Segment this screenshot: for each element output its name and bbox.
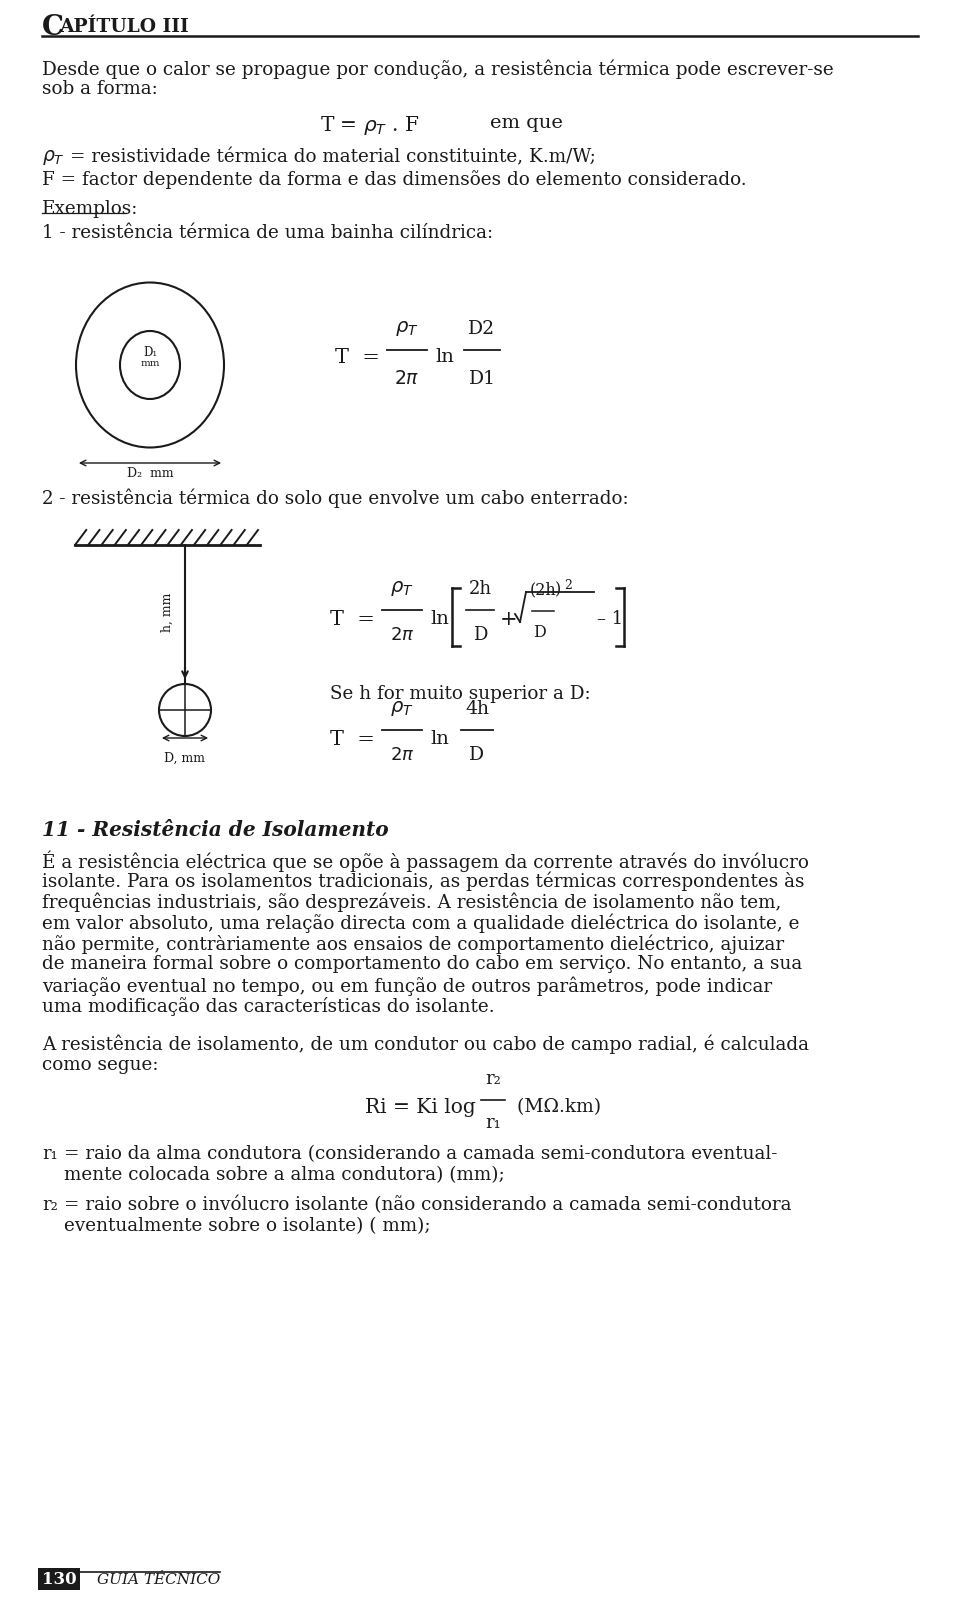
Text: ln: ln [435,348,454,365]
Text: $\rho_T$: $\rho_T$ [396,319,419,338]
Text: T  =: T = [330,729,374,749]
Text: 11 - Resistência de Isolamento: 11 - Resistência de Isolamento [42,819,389,840]
Text: D: D [473,626,487,644]
Text: T = $\rho_T$ . F: T = $\rho_T$ . F [320,114,420,137]
Text: como segue:: como segue: [42,1056,158,1074]
Text: r₁: r₁ [485,1114,501,1132]
Text: = raio da alma condutora (considerando a camada semi-condutora eventual-: = raio da alma condutora (considerando a… [64,1145,778,1162]
Text: $2\pi$: $2\pi$ [395,370,420,388]
Text: $\rho_T$: $\rho_T$ [390,699,414,718]
Text: D1: D1 [468,370,495,388]
Text: Ri = Ki log: Ri = Ki log [365,1098,476,1117]
Text: em valor absoluto, uma relação directa com a qualidade dieléctrica do isolante, : em valor absoluto, uma relação directa c… [42,913,800,932]
Text: $\rho_T$: $\rho_T$ [390,580,414,597]
Text: Desde que o calor se propague por condução, a resistência térmica pode escrever-: Desde que o calor se propague por conduç… [42,60,833,79]
Text: T  =: T = [335,348,380,367]
Text: $2\pi$: $2\pi$ [390,626,415,644]
Text: – 1: – 1 [597,610,623,628]
Text: $\rho_T$: $\rho_T$ [42,148,64,167]
Text: r₁: r₁ [42,1145,58,1162]
Text: +: + [500,610,517,630]
Text: 4h: 4h [465,700,489,718]
Text: de maneira formal sobre o comportamento do cabo em serviço. No entanto, a sua: de maneira formal sobre o comportamento … [42,955,803,972]
Text: D: D [533,625,545,641]
Text: F = factor dependente da forma e das dimensões do elemento considerado.: F = factor dependente da forma e das dim… [42,171,747,188]
Text: D2: D2 [468,320,495,338]
Text: ln: ln [430,729,449,749]
Text: É a resistência eléctrica que se opõe à passagem da corrente através do invólucr: É a resistência eléctrica que se opõe à … [42,850,809,871]
Text: eventualmente sobre o isolante) ( mm);: eventualmente sobre o isolante) ( mm); [64,1217,431,1235]
Text: uma modificação das características do isolante.: uma modificação das características do i… [42,997,494,1016]
Text: GUIA TÉCNICO: GUIA TÉCNICO [97,1573,220,1587]
Text: r₂: r₂ [485,1071,501,1088]
Text: isolante. Para os isolamentos tradicionais, as perdas térmicas correspondentes à: isolante. Para os isolamentos tradiciona… [42,871,804,890]
Text: = resistividade térmica do material constituinte, K.m/W;: = resistividade térmica do material cons… [70,148,596,166]
Text: r₂: r₂ [42,1196,58,1214]
Text: não permite, contràriamente aos ensaios de comportamento dieléctrico, ajuizar: não permite, contràriamente aos ensaios … [42,934,784,953]
Text: h, mm: h, mm [160,592,174,633]
Text: (2h: (2h [530,581,557,597]
Bar [38,1568,80,1591]
Text: A resistência de isolamento, de um condutor ou cabo de campo radial, é calculada: A resistência de isolamento, de um condu… [42,1035,809,1055]
Text: sob a forma:: sob a forma: [42,80,157,98]
Text: C: C [42,14,64,40]
Text: $2\pi$: $2\pi$ [390,745,415,765]
Text: em que: em que [490,114,563,132]
Text: D₁: D₁ [143,346,157,359]
Text: D: D [469,745,485,765]
Text: = raio sobre o invólucro isolante (não considerando a camada semi-condutora: = raio sobre o invólucro isolante (não c… [64,1196,791,1214]
Text: APÍTULO III: APÍTULO III [59,18,189,35]
Text: mm: mm [140,359,159,369]
Text: 2: 2 [564,580,572,592]
Text: ln: ln [430,610,449,628]
Text: ): ) [555,581,562,597]
Text: D₂  mm: D₂ mm [127,467,174,480]
Text: (MΩ.km): (MΩ.km) [511,1098,601,1116]
Text: 1 - resistência térmica de uma bainha cilíndrica:: 1 - resistência térmica de uma bainha ci… [42,224,493,242]
Text: T  =: T = [330,610,374,630]
Text: mente colocada sobre a alma condutora) (mm);: mente colocada sobre a alma condutora) (… [64,1166,505,1183]
Text: Se h for muito superior a D:: Se h for muito superior a D: [330,684,590,704]
Text: 130: 130 [41,1570,76,1587]
Text: 2h: 2h [468,580,492,597]
Text: variação eventual no tempo, ou em função de outros parâmetros, pode indicar: variação eventual no tempo, ou em função… [42,976,772,995]
Text: Exemplos:: Exemplos: [42,200,138,217]
Text: D, mm: D, mm [164,752,205,765]
Text: frequências industriais, são desprezáveis. A resistência de isolamento não tem,: frequências industriais, são desprezávei… [42,892,781,911]
Text: 2 - resistência térmica do solo que envolve um cabo enterrado:: 2 - resistência térmica do solo que envo… [42,488,629,507]
